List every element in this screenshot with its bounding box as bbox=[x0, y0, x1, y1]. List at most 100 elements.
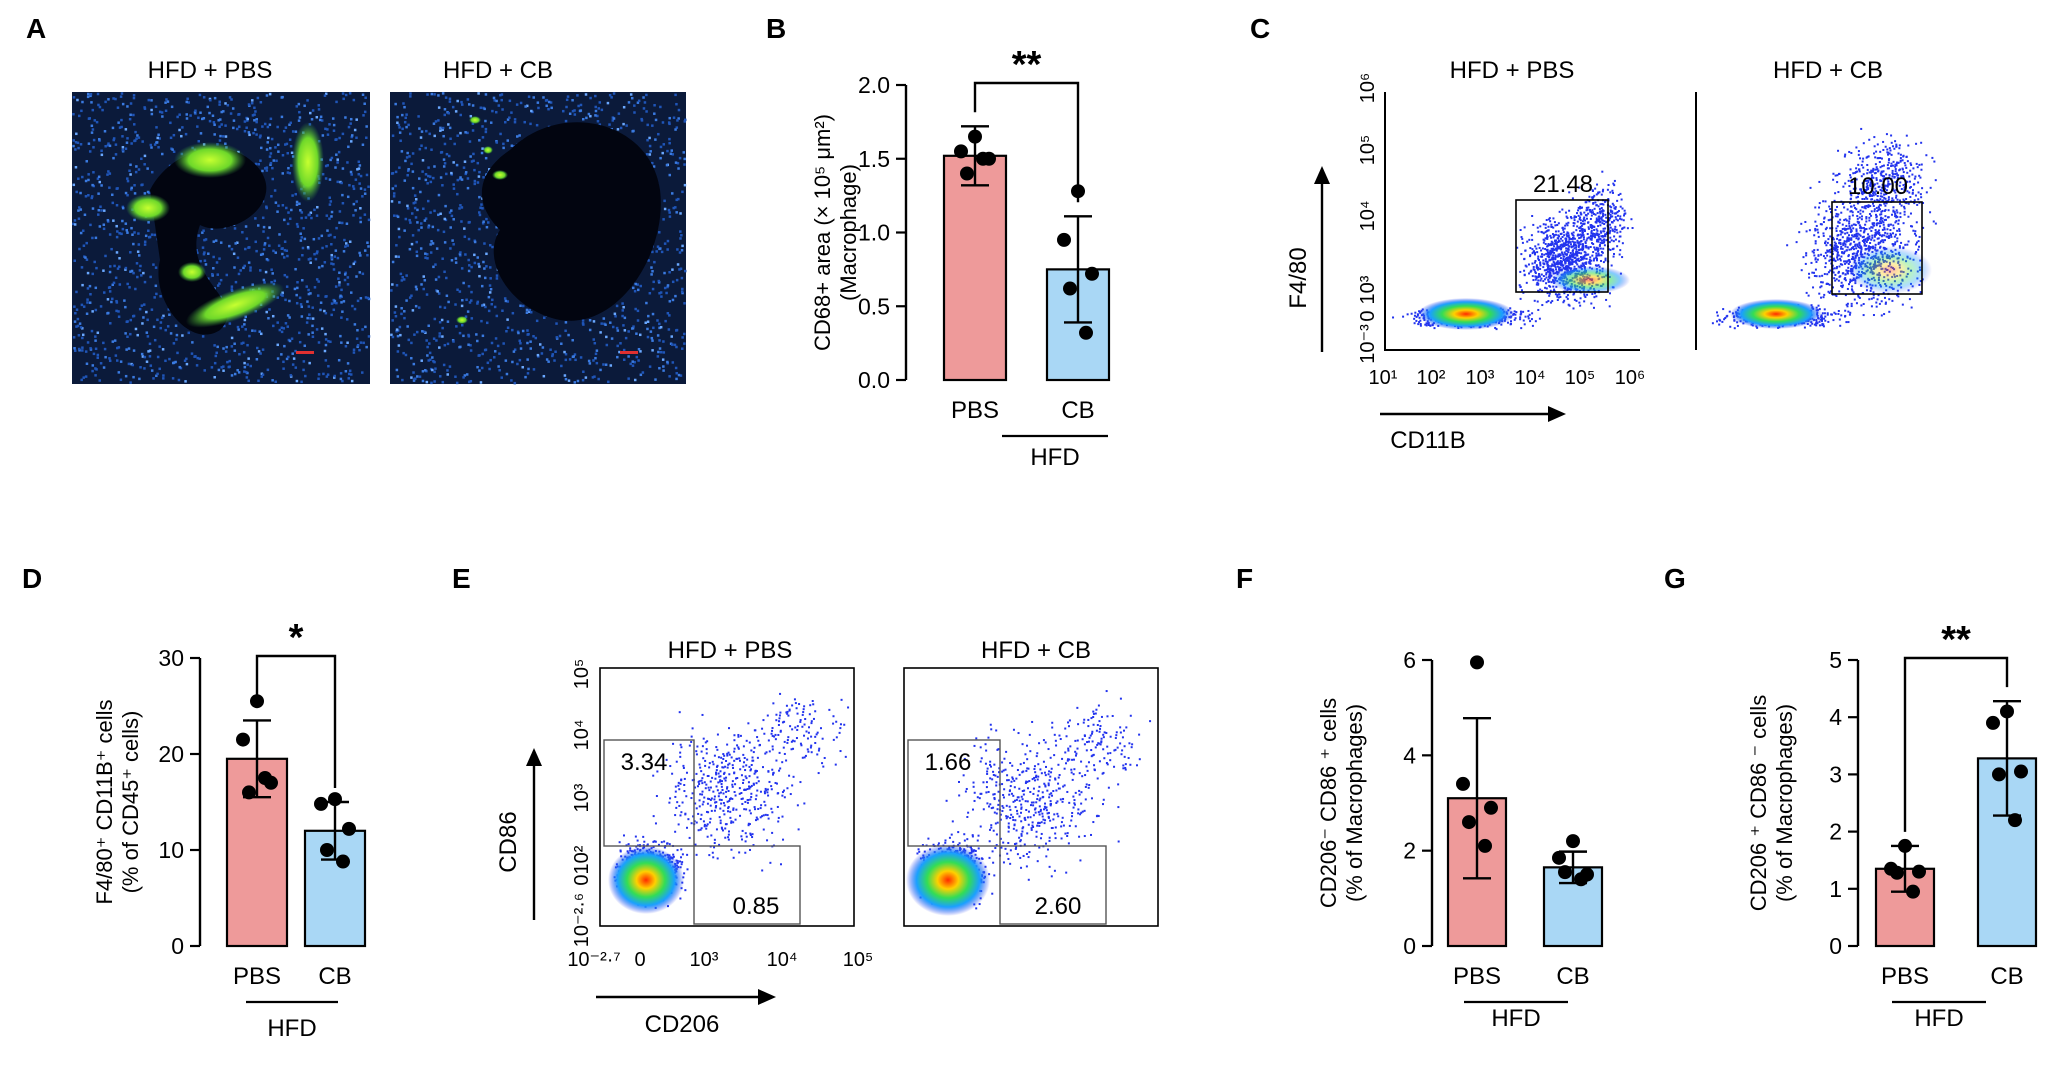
tissue-speck bbox=[564, 352, 568, 356]
tissue-speck bbox=[134, 327, 138, 331]
flow-event bbox=[1611, 210, 1614, 213]
flow-event bbox=[1618, 217, 1621, 220]
tissue-speck bbox=[108, 233, 112, 236]
tissue-speck bbox=[627, 101, 631, 104]
tissue-speck bbox=[674, 93, 677, 97]
tissue-speck bbox=[248, 334, 251, 338]
flow-event bbox=[1572, 243, 1575, 246]
tissue-speck bbox=[519, 304, 522, 308]
tissue-speck bbox=[247, 103, 251, 106]
tissue-speck bbox=[424, 146, 427, 150]
flow-event bbox=[1600, 259, 1603, 262]
tissue-speck bbox=[222, 369, 225, 372]
tissue-speck bbox=[495, 110, 498, 114]
tissue-speck bbox=[219, 118, 222, 121]
tissue-speck bbox=[124, 305, 127, 309]
flow-event bbox=[1602, 209, 1605, 212]
flow-event bbox=[1550, 223, 1553, 226]
tissue-speck bbox=[211, 272, 214, 276]
tissue-speck bbox=[86, 271, 90, 275]
data-point-d bbox=[342, 821, 356, 836]
tissue-speck bbox=[328, 203, 332, 206]
tissue-speck bbox=[410, 242, 414, 246]
tissue-speck bbox=[391, 319, 394, 322]
tissue-speck bbox=[315, 251, 319, 255]
flow-event bbox=[1611, 189, 1614, 192]
tissue-speck bbox=[233, 372, 237, 376]
tissue-speck bbox=[137, 254, 141, 257]
tissue-speck bbox=[90, 124, 94, 128]
tissue-speck bbox=[424, 217, 428, 220]
tissue-speck bbox=[280, 326, 284, 330]
tissue-speck bbox=[155, 292, 158, 296]
tissue-speck bbox=[648, 144, 652, 148]
tissue-speck bbox=[230, 285, 234, 288]
tissue-speck bbox=[311, 306, 314, 309]
tissue-speck bbox=[238, 352, 241, 356]
flow-event bbox=[1609, 226, 1612, 229]
y-tick-label-g: 2 bbox=[1829, 819, 1842, 845]
flow-event bbox=[1555, 242, 1558, 245]
flow-event bbox=[1521, 241, 1524, 244]
tissue-speck bbox=[463, 235, 467, 238]
flow-event bbox=[1550, 252, 1553, 255]
tissue-speck bbox=[551, 354, 554, 358]
tissue-speck bbox=[478, 211, 481, 214]
tissue-speck bbox=[85, 241, 88, 245]
tissue-speck bbox=[190, 352, 194, 355]
tissue-speck bbox=[359, 220, 362, 224]
flow-event bbox=[1592, 196, 1595, 199]
flow-event bbox=[1429, 324, 1432, 327]
tissue-speck bbox=[271, 177, 275, 181]
tissue-speck bbox=[114, 153, 118, 156]
tissue-speck bbox=[427, 166, 430, 169]
tissue-speck bbox=[427, 359, 430, 362]
flow-event bbox=[1609, 229, 1612, 232]
tissue-speck bbox=[225, 273, 229, 277]
flow-event bbox=[1572, 254, 1575, 257]
tissue-speck bbox=[501, 108, 504, 111]
tissue-speck bbox=[294, 349, 297, 353]
tissue-speck bbox=[342, 97, 345, 101]
tissue-speck bbox=[468, 140, 472, 143]
tissue-speck bbox=[255, 133, 258, 136]
tissue-speck bbox=[326, 373, 330, 376]
flow-event bbox=[1578, 301, 1581, 304]
tissue-speck bbox=[317, 341, 321, 344]
tissue-speck bbox=[425, 129, 428, 133]
tissue-speck bbox=[506, 326, 510, 329]
flow-event bbox=[1524, 264, 1527, 267]
flow-event bbox=[1581, 262, 1584, 265]
bar-cb-f bbox=[1542, 866, 1604, 948]
tissue-speck bbox=[405, 299, 408, 302]
tissue-speck bbox=[337, 277, 340, 280]
tissue-speck bbox=[357, 173, 361, 176]
tissue-speck bbox=[121, 102, 125, 106]
tissue-speck bbox=[363, 249, 367, 252]
flow-event bbox=[1573, 260, 1576, 263]
tissue-speck bbox=[616, 344, 619, 348]
flow-event bbox=[1536, 282, 1539, 285]
tissue-speck bbox=[594, 114, 597, 117]
tissue-speck bbox=[228, 322, 232, 325]
tissue-speck bbox=[576, 94, 579, 97]
flow-event bbox=[1575, 246, 1578, 249]
tissue-speck bbox=[112, 219, 115, 222]
tissue-speck bbox=[286, 314, 290, 317]
tissue-speck bbox=[577, 104, 580, 108]
tissue-speck bbox=[485, 173, 488, 176]
flow-event bbox=[1576, 239, 1579, 242]
tissue-speck bbox=[327, 364, 330, 368]
tissue-speck bbox=[571, 355, 575, 359]
tissue-speck bbox=[675, 278, 679, 282]
tissue-speck bbox=[672, 206, 675, 210]
y-tick-label-f: 2 bbox=[1403, 838, 1416, 864]
tissue-speck bbox=[270, 137, 274, 141]
tissue-speck bbox=[98, 105, 102, 109]
flow-event bbox=[1586, 253, 1589, 256]
flow-event bbox=[1531, 252, 1534, 255]
tissue-speck bbox=[668, 215, 672, 218]
tissue-speck bbox=[91, 369, 94, 373]
flow-event bbox=[1539, 267, 1542, 270]
tissue-speck bbox=[362, 114, 365, 117]
